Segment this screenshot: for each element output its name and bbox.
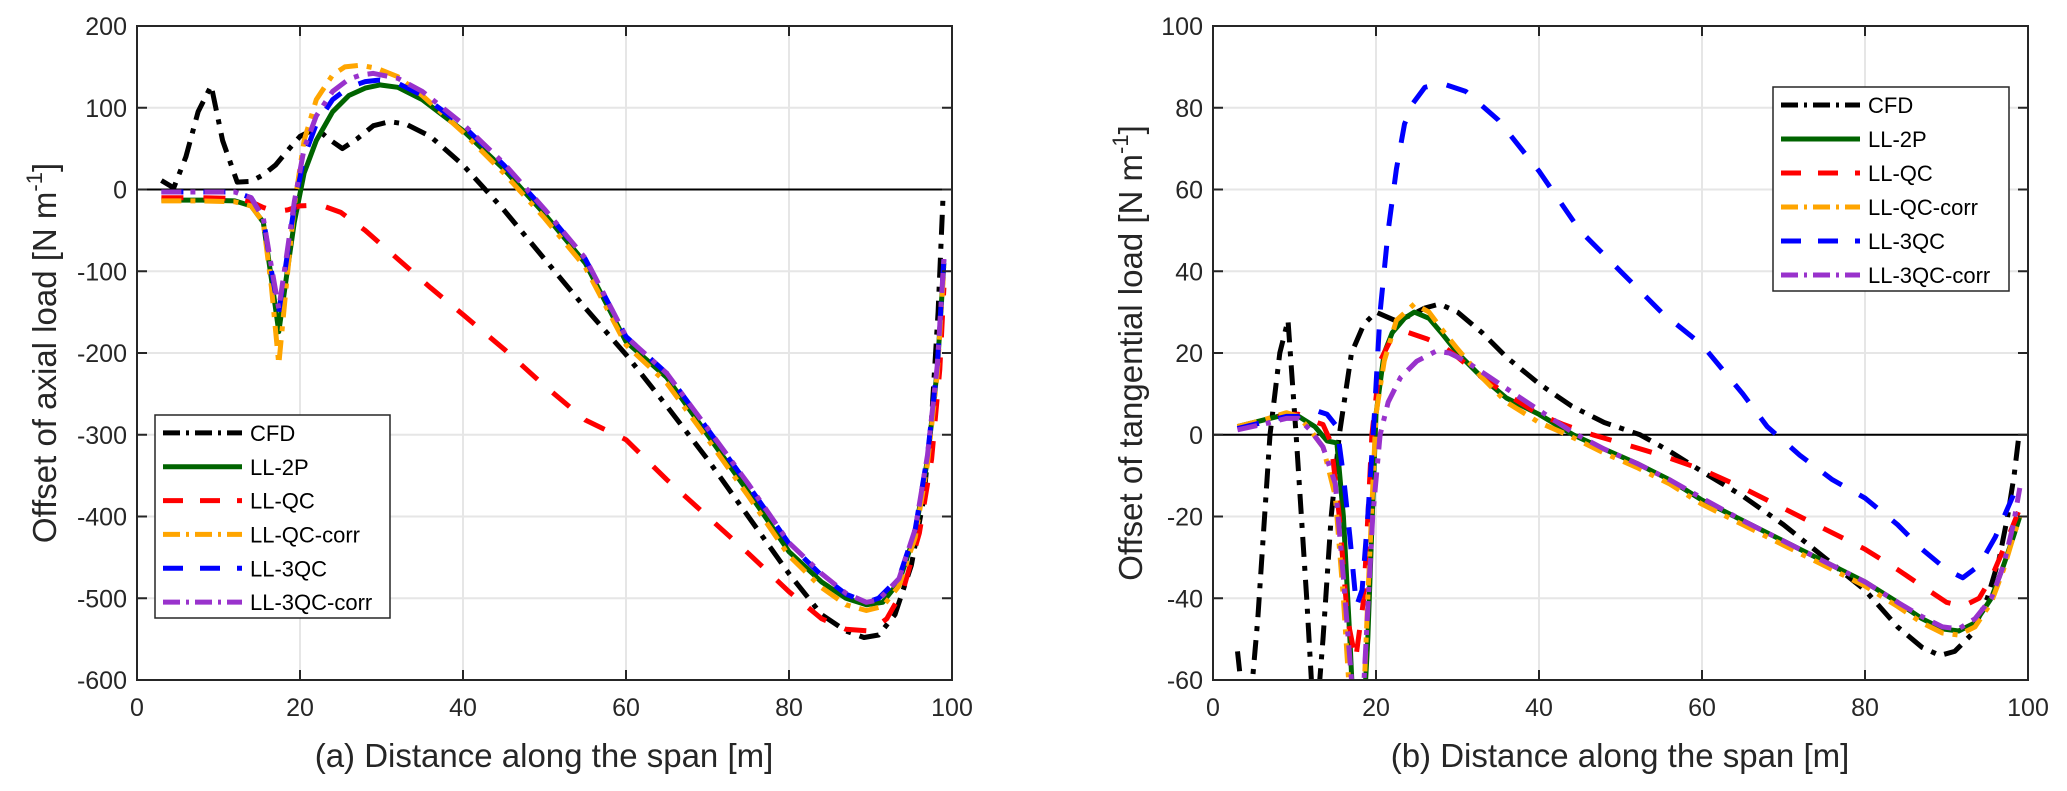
y-tick-label: -300 (77, 422, 127, 450)
y-axis-title-end: ] (1112, 125, 1149, 134)
x-tick-label: 0 (1206, 694, 1220, 722)
y-tick-label: -100 (77, 258, 127, 286)
series-lines (1235, 80, 2023, 680)
series-line-ll-qc (161, 195, 947, 634)
x-tick-label: 40 (449, 694, 477, 722)
y-tick-label: -40 (1167, 585, 1203, 613)
y-tick-label: -60 (1167, 667, 1203, 695)
x-tick-label: 100 (2007, 694, 2049, 722)
x-tick-label: 0 (130, 694, 144, 722)
y-tick-label: 100 (85, 95, 127, 123)
legend-item: LL-3QC (163, 556, 327, 581)
legend-item: LL-2P (163, 455, 309, 480)
x-tick-label: 100 (931, 694, 973, 722)
legend-label: LL-3QC (1868, 229, 1945, 254)
legend-item: LL-3QC-corr (163, 590, 372, 615)
legend-label: LL-2P (250, 455, 309, 480)
legend-label: LL-QC (250, 489, 315, 514)
legend-label: LL-2P (1868, 127, 1927, 152)
legend-item: LL-QC-corr (163, 522, 360, 547)
x-axis-title: (a) Distance along the span [m] (315, 737, 774, 774)
series-line-cfd (1235, 301, 2022, 680)
x-tick-label: 80 (1851, 694, 1879, 722)
legend-label: LL-3QC (250, 556, 327, 581)
y-tick-label: -20 (1167, 504, 1203, 532)
y-tick-label: 40 (1175, 258, 1203, 286)
y-tick-label: 0 (1189, 422, 1203, 450)
y-axis-title-sup: -1 (22, 172, 47, 192)
y-tick-label: 200 (85, 13, 127, 41)
y-axis-title: Offset of tangential load [N m-1] (1108, 125, 1149, 581)
y-tick-label: -600 (77, 667, 127, 695)
legend: CFD LL-2P LL-QC LL-QC-corr LL-3QC LL-3QC-corr (154, 414, 391, 619)
y-tick-label: 80 (1175, 95, 1203, 123)
x-tick-label: 20 (1362, 694, 1390, 722)
x-tick-label: 20 (286, 694, 314, 722)
series-line-ll-3qc-corr (1236, 348, 2023, 680)
legend-label: CFD (1868, 93, 1913, 118)
x-tick-label: 40 (1525, 694, 1553, 722)
legend-item: LL-QC (1781, 161, 1933, 186)
legend-label: LL-QC-corr (250, 522, 360, 547)
legend-item: CFD (1781, 93, 1913, 118)
legend: CFD LL-2P LL-QC LL-QC-corr LL-3QC LL-3QC-corr (1772, 86, 2010, 292)
axes-frame (136, 25, 953, 681)
y-tick-label: 100 (1161, 13, 1203, 41)
y-tick-label: 20 (1175, 340, 1203, 368)
legend-item: LL-3QC-corr (1781, 263, 1990, 288)
legend-label: CFD (250, 421, 295, 446)
y-tick-label: 60 (1175, 177, 1203, 205)
y-tick-label: -500 (77, 585, 127, 613)
series-line-ll-qc-corr (161, 62, 947, 613)
legend-label: LL-QC (1868, 161, 1933, 186)
legend-box (1772, 86, 2010, 292)
series-line-ll-qc (1236, 330, 2023, 663)
legend-label: LL-3QC-corr (1868, 263, 1990, 288)
y-axis-title-sup: -1 (1108, 134, 1133, 154)
x-tick-label: 80 (775, 694, 803, 722)
legend-box (154, 414, 391, 619)
legend-label: LL-QC-corr (1868, 195, 1978, 220)
legend-item: LL-QC-corr (1781, 195, 1978, 220)
series-line-cfd (160, 83, 946, 640)
legend-item: LL-2P (1781, 127, 1927, 152)
x-axis-title: (b) Distance along the span [m] (1391, 737, 1850, 774)
chart-axial-load: 0 20 40 60 80 100 -600 -500 -400 -300 -200 -100 0 10… (22, 13, 973, 774)
series-line-ll-3qc (1236, 80, 2020, 609)
y-axis-title-main: Offset of axial load [N m (26, 192, 63, 544)
legend-label: LL-3QC-corr (250, 590, 372, 615)
axes-frame (1212, 25, 2029, 681)
x-tick-labels: 0 20 40 60 80 100 (1206, 694, 2049, 722)
legend-item: CFD (163, 421, 295, 446)
series-lines (160, 62, 947, 640)
legend-item: LL-QC (163, 489, 315, 514)
series-line-ll-3qc-corr (161, 70, 947, 605)
x-tick-labels: 0 20 40 60 80 100 (130, 694, 973, 722)
y-axis-title-end: ] (26, 163, 63, 172)
y-tick-labels: -60 -40 -20 0 20 40 60 80 100 (1161, 13, 1203, 695)
legend-item: LL-3QC (1781, 229, 1945, 254)
y-tick-labels: -600 -500 -400 -300 -200 -100 0 100 200 (77, 13, 127, 695)
y-tick-label: 0 (113, 177, 127, 205)
x-tick-label: 60 (1688, 694, 1716, 722)
chart-tangential-load: 0 20 40 60 80 100 -60 -40 -20 0 20 40 60 80 100 (b) D… (1108, 13, 2049, 774)
y-tick-label: -200 (77, 340, 127, 368)
x-tick-label: 60 (612, 694, 640, 722)
y-axis-title-main: Offset of tangential load [N m (1112, 154, 1149, 581)
y-axis-title: Offset of axial load [N m-1] (22, 163, 63, 543)
y-tick-label: -400 (77, 504, 127, 532)
